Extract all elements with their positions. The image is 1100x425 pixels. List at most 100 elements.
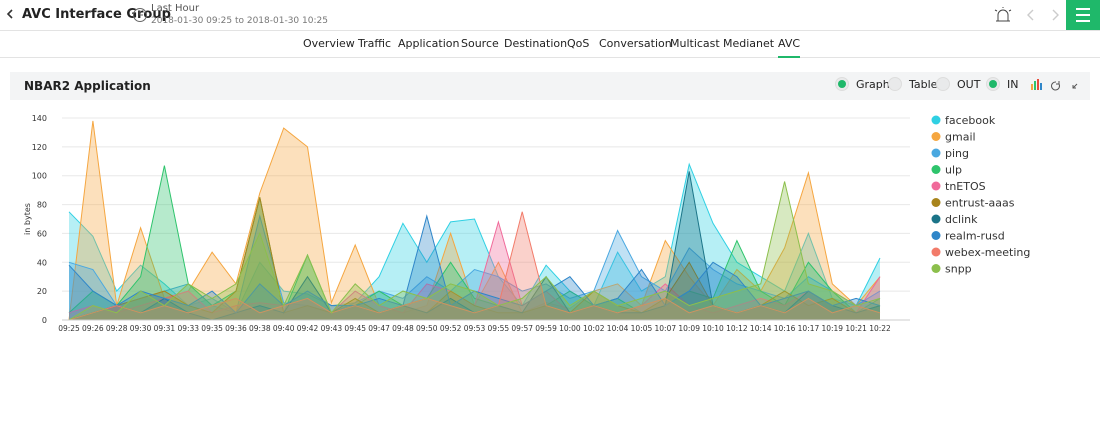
area (69, 181, 880, 320)
back-icon[interactable] (6, 9, 14, 19)
x-tick-label: 09:25 (58, 324, 80, 333)
x-tick-label: 09:40 (273, 324, 295, 333)
tab[interactable]: Conversation (599, 37, 672, 50)
legend-swatch[interactable] (931, 115, 941, 125)
area (69, 211, 880, 320)
legend-swatch[interactable] (931, 214, 941, 224)
x-tick-label: 10:07 (655, 324, 677, 333)
legend-swatch[interactable] (931, 264, 941, 273)
x-tick-label: 10:19 (821, 324, 843, 333)
chart: 0 20 40 60 80 100 120 140 in bytes 09:25 09:26 09:2… (23, 114, 1030, 333)
tab[interactable]: Multicast (670, 37, 720, 50)
area (69, 221, 880, 320)
tab[interactable]: Application (398, 37, 460, 50)
tab[interactable]: QoS (567, 37, 590, 50)
legend-swatch[interactable] (931, 132, 941, 141)
legend-swatch[interactable] (931, 198, 941, 207)
option-label[interactable]: OUT (957, 78, 981, 91)
y-tick-label: 140 (32, 114, 47, 123)
legend-label[interactable]: ping (945, 147, 969, 160)
radio-button[interactable] (986, 77, 1000, 91)
x-tick-label: 09:42 (297, 324, 319, 333)
x-tick-label: 10:04 (607, 324, 629, 333)
nav-arrows[interactable] (1026, 8, 1062, 22)
x-tick-label: 09:26 (82, 324, 104, 333)
x-tick-label: 10:12 (726, 324, 748, 333)
legend-swatch[interactable] (931, 231, 941, 240)
x-tick-label: 10:00 (559, 324, 581, 333)
y-tick-label: 60 (37, 229, 47, 238)
tab[interactable]: Source (461, 37, 499, 50)
alarm-icon[interactable] (992, 5, 1014, 25)
x-tick-label: 09:28 (106, 324, 128, 333)
legend-label[interactable]: facebook (945, 114, 996, 127)
legend-label[interactable]: webex-meeting (945, 246, 1030, 259)
area (69, 165, 880, 320)
x-tick-label: 09:35 (201, 324, 223, 333)
option-label[interactable]: Graph (856, 78, 890, 91)
line (68, 181, 881, 321)
legend-swatch[interactable] (931, 247, 941, 257)
legend-swatch[interactable] (931, 181, 941, 191)
panel-tools[interactable] (1030, 78, 1080, 92)
tab[interactable]: Medianet (723, 37, 775, 50)
x-tick-label: 09:31 (154, 324, 176, 333)
x-tick-label: 10:10 (702, 324, 724, 333)
x-tick-label: 10:22 (869, 324, 891, 333)
page-title: AVC Interface Group (22, 7, 171, 22)
x-tick-label: 09:45 (344, 324, 366, 333)
x-tick-label: 09:55 (488, 324, 510, 333)
legend-label[interactable]: dclink (945, 213, 978, 226)
header: AVC Interface Group Last Hour 2018-01-30… (0, 0, 1100, 31)
x-tick-label: 10:21 (845, 324, 867, 333)
x-tick-label: 09:53 (464, 324, 486, 333)
y-tick-label: 80 (37, 201, 47, 210)
radio-button[interactable] (835, 77, 849, 91)
tab[interactable]: Destination (504, 37, 568, 50)
panel-header: NBAR2 Application (10, 72, 1090, 100)
x-tick-label: 10:14 (750, 324, 772, 333)
x-tick-label: 10:16 (774, 324, 796, 333)
legend-label[interactable]: ulp (945, 164, 962, 177)
legend-swatch[interactable] (931, 165, 941, 174)
area (69, 197, 880, 320)
y-tick-label: 20 (37, 287, 47, 296)
legend-label[interactable]: tnETOS (945, 180, 986, 193)
tab[interactable]: Overview (303, 37, 355, 50)
menu-button[interactable] (1066, 0, 1100, 30)
x-tick-label: 10:09 (678, 324, 700, 333)
x-tick-label: 09:33 (177, 324, 199, 333)
x-tick-label: 09:47 (368, 324, 390, 333)
x-tick-label: 09:50 (416, 324, 438, 333)
panel-title: NBAR2 Application (24, 79, 151, 93)
x-tick-label: 09:52 (440, 324, 462, 333)
area (69, 216, 880, 320)
legend-label[interactable]: gmail (945, 131, 976, 144)
x-tick-label: 09:48 (392, 324, 414, 333)
tab[interactable]: AVC (778, 37, 801, 58)
line (68, 165, 881, 315)
x-tick-label: 10:05 (631, 324, 653, 333)
legend-label[interactable]: snpp (945, 263, 972, 276)
x-tick-label: 09:43 (321, 324, 343, 333)
legend-swatch[interactable] (931, 148, 941, 158)
radio-button[interactable] (888, 77, 902, 91)
radio-button[interactable] (936, 77, 950, 91)
x-tick-label: 10:02 (583, 324, 605, 333)
legend-label[interactable]: entrust-aaas (945, 197, 1015, 210)
area (69, 171, 880, 320)
tab[interactable]: Traffic (358, 37, 392, 50)
time-label[interactable]: Last Hour (151, 3, 200, 14)
clock-icon (133, 8, 147, 22)
option-label[interactable]: Table (909, 78, 938, 91)
x-tick-label: 10:17 (798, 324, 820, 333)
x-tick-label: 09:57 (511, 324, 533, 333)
time-range: 2018-01-30 09:25 to 2018-01-30 10:25 (151, 16, 328, 26)
y-tick-label: 120 (32, 143, 47, 152)
x-tick-label: 09:59 (535, 324, 557, 333)
x-tick-label: 09:36 (225, 324, 247, 333)
option-label[interactable]: IN (1007, 78, 1019, 91)
legend-label[interactable]: realm-rusd (945, 230, 1005, 243)
x-tick-label: 09:38 (249, 324, 271, 333)
y-tick-label: 100 (32, 172, 47, 181)
